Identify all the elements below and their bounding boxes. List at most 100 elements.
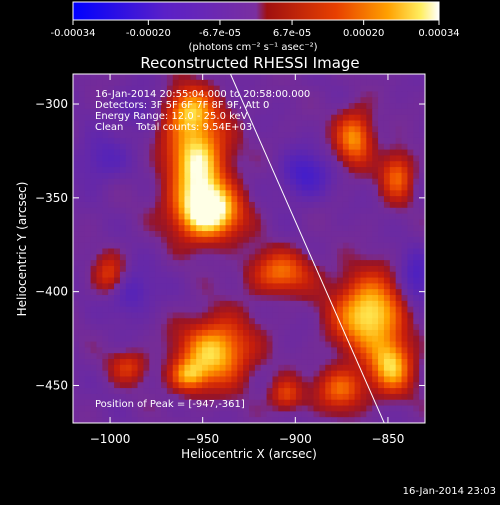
heatmap-cell — [155, 318, 162, 325]
heatmap-cell — [331, 114, 338, 122]
heatmap-cell — [73, 318, 80, 325]
heatmap-cell — [266, 137, 274, 145]
heatmap-cell — [166, 85, 174, 93]
heatmap-cell — [202, 207, 209, 215]
heatmap-cell — [184, 114, 191, 122]
heatmap-cell — [284, 359, 291, 366]
heatmap-cell — [243, 172, 250, 180]
heatmap-cell — [143, 126, 150, 133]
heatmap-cell — [172, 236, 180, 244]
heatmap-cell — [413, 236, 420, 244]
heatmap-cell — [73, 190, 80, 197]
heatmap-cell — [249, 219, 256, 226]
heatmap-cell — [360, 167, 367, 174]
heatmap-cell — [395, 120, 403, 127]
heatmap-cell — [249, 376, 256, 383]
heatmap-cell — [178, 137, 186, 145]
heatmap-cell — [108, 114, 115, 122]
heatmap-cell — [272, 359, 279, 366]
heatmap-cell — [161, 126, 168, 133]
heatmap-cell — [342, 143, 350, 151]
heatmap-cell — [378, 388, 385, 395]
heatmap-cell — [149, 108, 156, 116]
heatmap-cell — [114, 155, 121, 162]
heatmap-cell — [319, 143, 326, 151]
heatmap-cell — [237, 108, 244, 116]
heatmap-cell — [389, 207, 397, 215]
heatmap-cell — [172, 161, 180, 168]
heatmap-cell — [295, 201, 303, 209]
heatmap-cell — [313, 277, 320, 284]
heatmap-cell — [137, 201, 144, 209]
heatmap-cell — [231, 184, 238, 191]
heatmap-cell — [143, 347, 150, 354]
heatmap-cell — [178, 196, 186, 203]
heatmap-cell — [96, 114, 103, 122]
heatmap-cell — [114, 137, 121, 145]
heatmap-cell — [119, 364, 127, 372]
heatmap-cell — [307, 74, 315, 81]
heatmap-cell — [337, 114, 344, 122]
heatmap-cell — [190, 242, 197, 250]
heatmap-cell — [184, 184, 191, 191]
heatmap-cell — [149, 283, 156, 290]
heatmap-cell — [90, 161, 98, 168]
heatmap-cell — [319, 347, 326, 354]
heatmap-cell — [125, 359, 133, 366]
heatmap-cell — [272, 79, 279, 87]
heatmap-cell — [249, 201, 256, 209]
heatmap-cell — [161, 271, 168, 279]
heatmap-cell — [284, 74, 291, 81]
heatmap-cell — [284, 231, 291, 238]
heatmap-cell — [90, 364, 98, 372]
heatmap-cell — [73, 74, 80, 81]
heatmap-cell — [155, 184, 162, 191]
heatmap-cell — [366, 393, 373, 401]
heatmap-cell — [90, 306, 98, 314]
heatmap-cell — [149, 347, 156, 354]
heatmap-cell — [284, 114, 291, 122]
heatmap-cell — [401, 190, 408, 197]
heatmap-cell — [395, 370, 403, 378]
heatmap-cell — [125, 161, 133, 168]
heatmap-cell — [260, 196, 268, 203]
heatmap-cell — [219, 295, 227, 302]
heatmap-cell — [84, 103, 92, 110]
heatmap-cell — [143, 114, 150, 122]
heatmap-cell — [213, 85, 221, 93]
heatmap-cell — [131, 149, 139, 157]
heatmap-cell — [161, 108, 168, 116]
heatmap-cell — [114, 271, 121, 279]
heatmap-cell — [190, 219, 197, 226]
heatmap-cell — [166, 79, 174, 87]
heatmap-cell — [395, 137, 403, 145]
heatmap-cell — [84, 155, 92, 162]
heatmap-cell — [260, 359, 268, 366]
heatmap-cell — [307, 411, 315, 418]
heatmap-cell — [254, 143, 262, 151]
heatmap-cell — [284, 295, 291, 302]
heatmap-cell — [401, 306, 408, 314]
heatmap-cell — [231, 97, 238, 104]
heatmap-cell — [295, 370, 303, 378]
heatmap-cell — [243, 196, 250, 203]
heatmap-cell — [225, 184, 232, 191]
heatmap-cell — [313, 236, 320, 244]
heatmap-cell — [295, 167, 303, 174]
heatmap-cell — [313, 335, 320, 343]
heatmap-cell — [272, 149, 279, 157]
heatmap-cell — [184, 353, 191, 360]
heatmap-cell — [325, 242, 332, 250]
heatmap-cell — [119, 143, 127, 151]
heatmap-cell — [378, 161, 385, 168]
heatmap-cell — [114, 161, 121, 168]
heatmap-cell — [161, 207, 168, 215]
heatmap-cell — [114, 329, 121, 337]
heatmap-cell — [301, 103, 309, 110]
heatmap-cell — [155, 79, 162, 87]
heatmap-cell — [114, 254, 121, 261]
heatmap-cell — [301, 201, 309, 209]
heatmap-cell — [207, 382, 215, 389]
heatmap-cell — [307, 341, 315, 348]
heatmap-cell — [243, 411, 250, 418]
